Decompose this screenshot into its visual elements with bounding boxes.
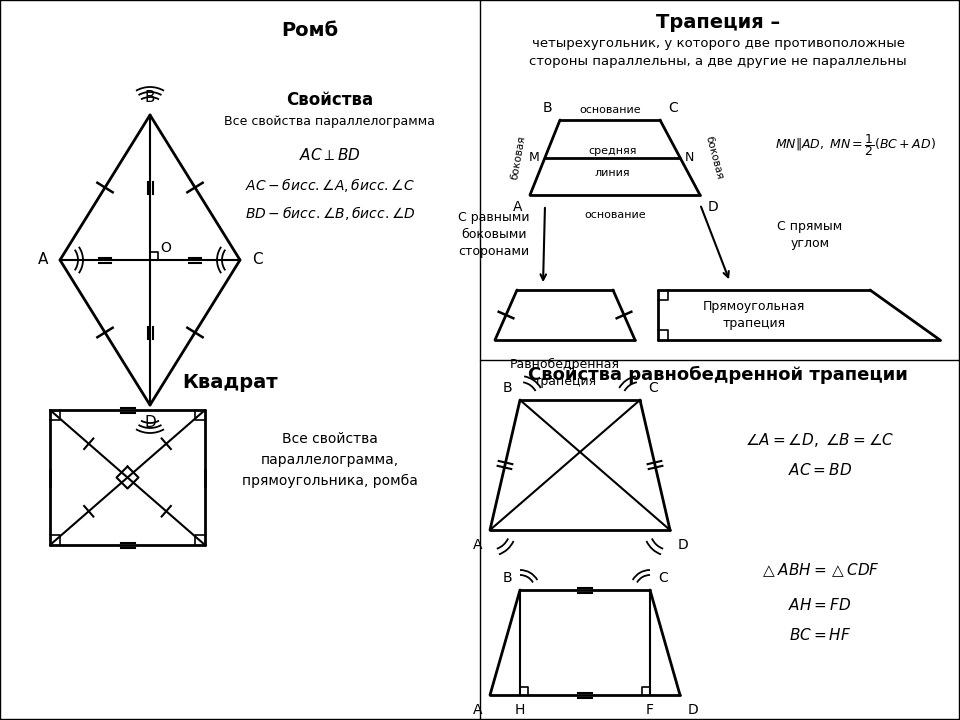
Text: $AC \perp BD$: $AC \perp BD$	[300, 147, 361, 163]
Text: D: D	[688, 703, 699, 717]
Text: линия: линия	[594, 168, 631, 178]
Text: С равными
боковыми
сторонами: С равными боковыми сторонами	[458, 212, 530, 258]
Text: средняя: средняя	[588, 145, 636, 156]
Text: M: M	[529, 151, 540, 164]
Text: A: A	[37, 253, 48, 268]
Text: С прямым
углом: С прямым углом	[778, 220, 843, 250]
Text: D: D	[144, 415, 156, 430]
Text: A: A	[472, 538, 482, 552]
Text: C: C	[658, 571, 668, 585]
Text: четырехугольник, у которого две противоположные
стороны параллельны, а две други: четырехугольник, у которого две противоп…	[529, 37, 907, 68]
Text: боковая: боковая	[704, 135, 725, 180]
Text: $AC = BD$: $AC = BD$	[788, 462, 852, 478]
Text: B: B	[145, 90, 156, 105]
Text: A: A	[472, 703, 482, 717]
Text: O: O	[160, 241, 171, 255]
Text: N: N	[685, 151, 694, 164]
Text: B: B	[502, 381, 512, 395]
Text: H: H	[515, 703, 525, 717]
Text: основание: основание	[585, 210, 646, 220]
Text: $AH = FD$: $AH = FD$	[788, 597, 852, 613]
Text: A: A	[513, 200, 522, 214]
Text: $BC = HF$: $BC = HF$	[789, 627, 852, 643]
Text: D: D	[708, 200, 719, 214]
Text: Все свойства
параллелограмма,
прямоугольника, ромба: Все свойства параллелограмма, прямоуголь…	[242, 432, 418, 487]
Text: $\triangle ABH =\triangle CDF$: $\triangle ABH =\triangle CDF$	[760, 561, 880, 579]
Text: C: C	[668, 101, 678, 115]
Text: Ромб: Ромб	[281, 20, 339, 40]
Text: Свойства равнобедренной трапеции: Свойства равнобедренной трапеции	[528, 366, 908, 384]
Text: Свойства: Свойства	[286, 91, 373, 109]
Text: Равнобедренная
трапеция: Равнобедренная трапеция	[510, 358, 620, 388]
Text: основание: основание	[579, 105, 641, 115]
Text: C: C	[252, 253, 263, 268]
Text: боковая: боковая	[509, 135, 527, 180]
Text: C: C	[648, 381, 658, 395]
Text: $\angle A = \angle D,\; \angle B = \angle C$: $\angle A = \angle D,\; \angle B = \angl…	[745, 431, 895, 449]
Text: Квадрат: Квадрат	[182, 374, 277, 392]
Text: Трапеция –: Трапеция –	[656, 12, 780, 32]
Text: Прямоугольная
трапеция: Прямоугольная трапеция	[703, 300, 805, 330]
Text: $MN \| AD,\;MN = \dfrac{1}{2}(BC + AD)$: $MN \| AD,\;MN = \dfrac{1}{2}(BC + AD)$	[775, 132, 935, 158]
Text: B: B	[542, 101, 552, 115]
Text: $BD - бисс.\angle B, бисс.\angle D$: $BD - бисс.\angle B, бисс.\angle D$	[245, 204, 416, 222]
Text: F: F	[646, 703, 654, 717]
Text: D: D	[678, 538, 688, 552]
Text: B: B	[502, 571, 512, 585]
Text: Все свойства параллелограмма: Все свойства параллелограмма	[225, 115, 436, 128]
Text: $AC - бисс.\angle A, бисс.\angle C$: $AC - бисс.\angle A, бисс.\angle C$	[245, 176, 415, 194]
